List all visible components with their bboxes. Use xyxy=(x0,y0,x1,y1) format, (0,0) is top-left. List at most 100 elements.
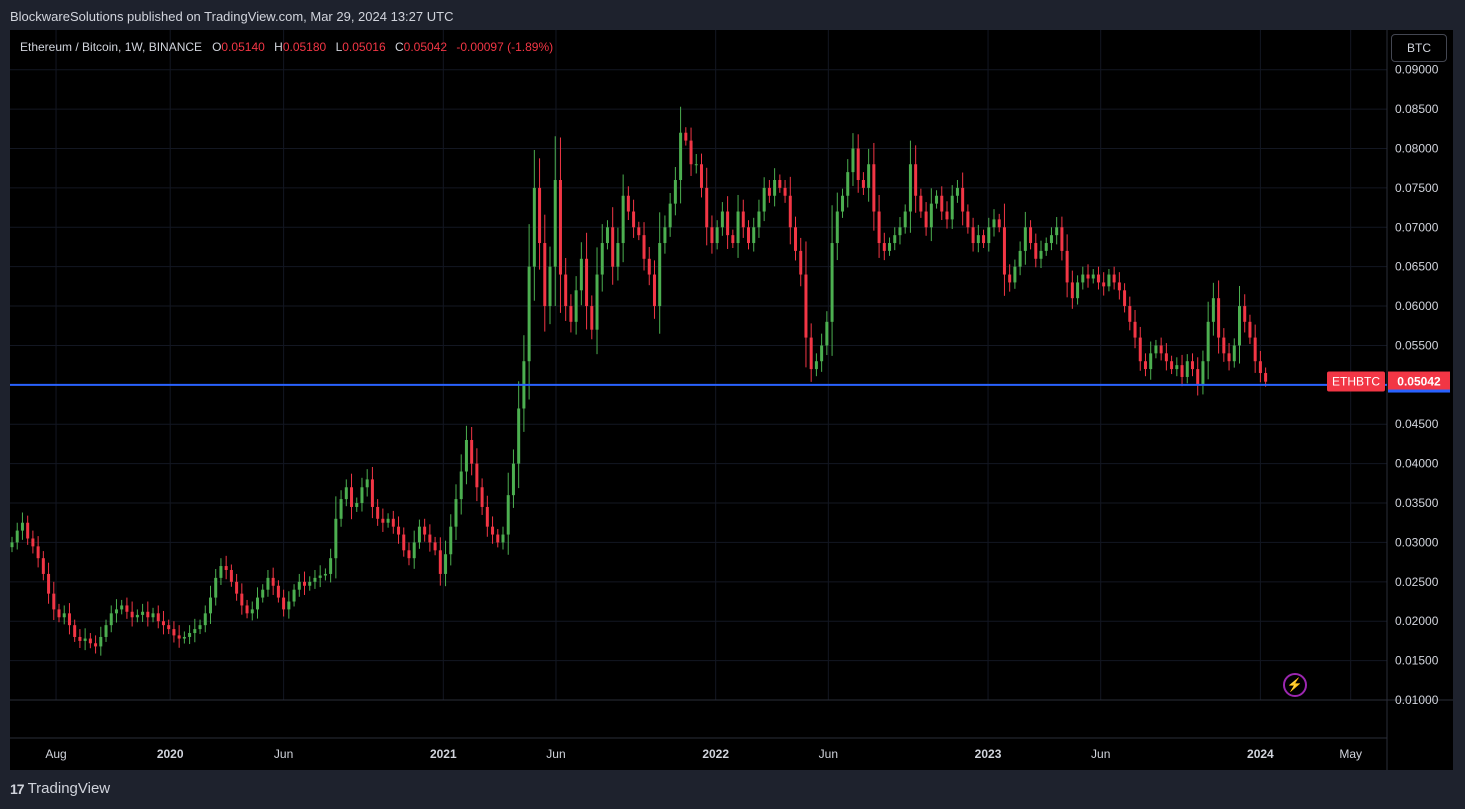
candle-body xyxy=(1044,243,1048,251)
tradingview-brand[interactable]: 17 TradingView xyxy=(10,780,110,797)
candle-body xyxy=(569,306,573,322)
candle-body xyxy=(1081,274,1085,283)
candle-body xyxy=(767,187,771,196)
time-axis: Aug 2020 Jun 2021 Jun 2022 Jun 2023 Jun 2024 May xyxy=(45,747,1362,761)
chart-frame[interactable]: 0.09000 0.08500 0.08000 0.07500 0.07000 0.065… xyxy=(10,30,1453,770)
legend-c-label: C xyxy=(394,40,404,54)
candle-body xyxy=(955,187,959,196)
time-tick-label: Jun xyxy=(546,747,565,761)
candle-body xyxy=(381,518,385,523)
candle-body xyxy=(1018,250,1022,267)
candle-body xyxy=(1138,337,1142,362)
candle-body xyxy=(438,550,442,574)
candlestick-chart[interactable]: 0.09000 0.08500 0.08000 0.07500 0.07000 0.065… xyxy=(10,30,1453,770)
legend-o-label: O xyxy=(212,40,222,54)
price-tag-value-bg xyxy=(1388,371,1450,392)
candle-body xyxy=(1185,361,1189,377)
candle-body xyxy=(67,613,71,626)
candle-body xyxy=(297,581,301,590)
candle-body xyxy=(1143,361,1147,370)
candle-body xyxy=(553,180,557,267)
candle-body xyxy=(391,518,395,527)
candle-body xyxy=(997,219,1001,228)
brand-label: TradingView xyxy=(27,780,111,797)
candle-body xyxy=(1086,274,1090,279)
lightning-icon[interactable]: ⚡ xyxy=(1283,673,1307,697)
candle-body xyxy=(323,573,327,576)
candle-body xyxy=(36,546,40,559)
candle-body xyxy=(255,597,259,610)
time-tick-label: 2021 xyxy=(430,747,457,761)
candle-body xyxy=(1128,306,1132,322)
price-tick-label: 0.08000 xyxy=(1395,141,1439,155)
candle-body xyxy=(120,605,124,610)
price-tick-label: 0.03000 xyxy=(1395,535,1439,549)
candle-body xyxy=(658,243,662,307)
candle-body xyxy=(161,621,165,626)
candle-body xyxy=(1154,345,1158,354)
price-axis: 0.09000 0.08500 0.08000 0.07500 0.07000 0.065… xyxy=(1395,63,1439,707)
candle-body xyxy=(1222,337,1226,354)
candle-body xyxy=(579,258,583,291)
candle-body xyxy=(945,211,949,220)
candle-body xyxy=(517,408,521,464)
candle-body xyxy=(976,235,980,244)
price-tick-label: 0.08500 xyxy=(1395,102,1439,116)
candle-body xyxy=(731,235,735,244)
candle-body xyxy=(318,575,322,578)
candle-body xyxy=(78,636,82,641)
candle-body xyxy=(73,625,77,637)
candle-body xyxy=(1227,353,1231,362)
candle-body xyxy=(762,187,766,212)
candle-body xyxy=(1112,274,1116,283)
candle-body xyxy=(543,243,547,307)
candle-body xyxy=(1133,321,1137,338)
candle-body xyxy=(444,554,448,574)
candle-body xyxy=(292,589,296,602)
candle-body xyxy=(188,633,192,637)
candle-body xyxy=(626,195,630,212)
candle-body xyxy=(20,522,24,531)
candle-body xyxy=(57,609,61,618)
candle-body xyxy=(423,526,427,535)
candle-body xyxy=(903,211,907,228)
candle-body xyxy=(454,499,458,527)
candle-body xyxy=(287,601,291,610)
candle-body xyxy=(532,187,536,267)
candle-body xyxy=(861,180,865,188)
candle-body xyxy=(611,227,615,267)
candle-body xyxy=(511,463,515,496)
currency-button[interactable]: BTC xyxy=(1391,34,1447,62)
candle-body xyxy=(966,211,970,228)
candle-body xyxy=(647,258,651,275)
legend-l-value: 0.05016 xyxy=(342,40,386,54)
candle-body xyxy=(924,211,928,228)
candle-body xyxy=(31,538,35,547)
candle-body xyxy=(632,211,636,228)
candle-body xyxy=(459,471,463,500)
candle-body xyxy=(673,180,677,204)
price-tick-label: 0.04000 xyxy=(1395,457,1439,471)
candle-body xyxy=(235,581,239,594)
legend-change: -0.00097 (-1.89%) xyxy=(456,40,554,54)
candle-body xyxy=(1123,290,1127,307)
time-tick-label: Jun xyxy=(1091,747,1110,761)
candle-body xyxy=(167,625,171,630)
candle-body xyxy=(412,542,416,559)
candle-body xyxy=(538,187,542,244)
candle-body xyxy=(961,187,965,212)
candle-body xyxy=(929,203,933,228)
candle-body xyxy=(726,211,730,236)
time-tick-label: 2020 xyxy=(157,747,184,761)
price-tick-label: 0.07000 xyxy=(1395,220,1439,234)
candle-body xyxy=(867,164,871,188)
grid-lines xyxy=(10,30,1387,701)
time-tick-label: Jun xyxy=(819,747,838,761)
candle-body xyxy=(266,577,270,590)
published-line: BlockwareSolutions published on TradingV… xyxy=(10,9,454,24)
candle-body xyxy=(715,227,719,244)
candle-body xyxy=(47,573,51,594)
candle-body xyxy=(219,566,223,578)
candle-body xyxy=(114,609,118,614)
candle-body xyxy=(94,643,98,647)
